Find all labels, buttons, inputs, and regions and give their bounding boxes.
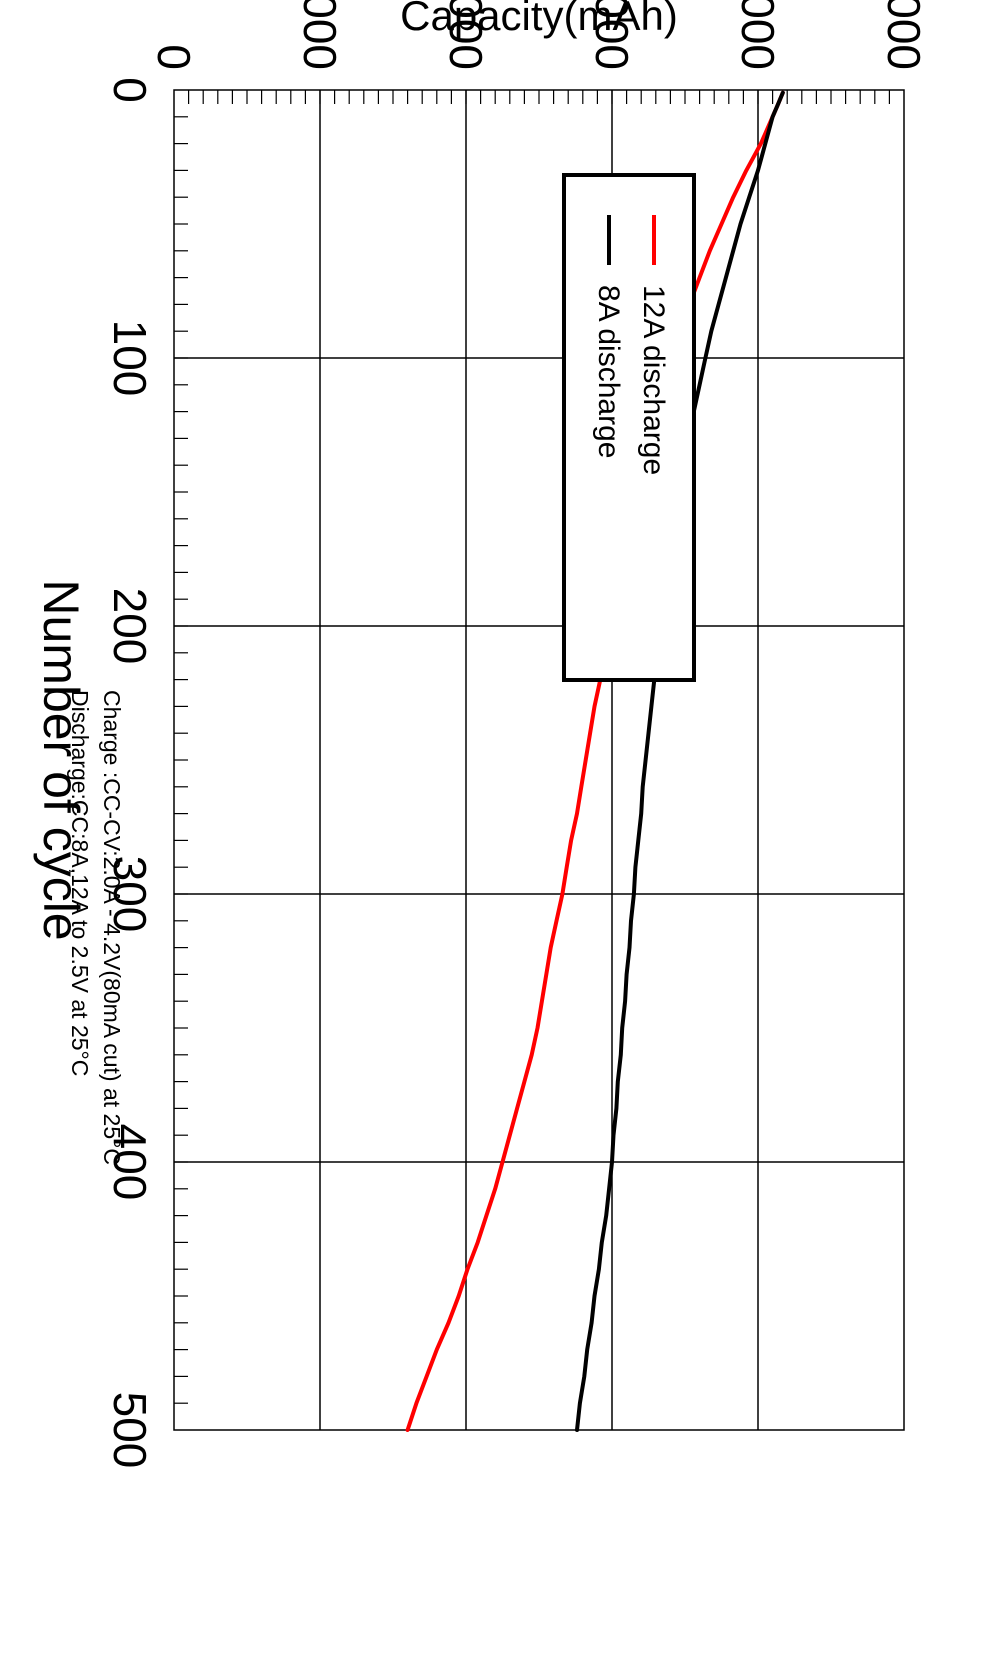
minor-ticks	[174, 90, 891, 1404]
y-tick-label: 5000	[878, 0, 930, 70]
y-tick-label: 2000	[440, 0, 492, 70]
x-tick-label: 300	[104, 856, 156, 933]
charge-condition-note: Charge :CC-CV:2.0A - 4.2V(80mA cut) at 2…	[99, 690, 125, 1165]
y-tick-label: 0	[148, 44, 200, 70]
y-axis-label: Capacity(mAh)	[400, 0, 678, 39]
x-axis-label: Number of cycle	[33, 579, 89, 940]
legend: 12A discharge 8A discharge	[562, 173, 696, 682]
x-tick-label: 200	[104, 588, 156, 665]
legend-box	[562, 173, 696, 682]
x-tick-label: 400	[104, 1124, 156, 1201]
legend-label-12a: 12A discharge	[637, 285, 670, 475]
x-tick-label: 0	[104, 77, 156, 103]
discharge-condition-note: Discharge:CC:8A,12A to 2.5V at 25°C	[67, 690, 93, 1076]
x-tick-label: 100	[104, 320, 156, 397]
y-tick-label: 4000	[732, 0, 784, 70]
series-line-8a	[575, 90, 785, 1432]
legend-label-8a: 8A discharge	[592, 285, 625, 458]
grid-lines	[174, 90, 904, 1430]
y-tick-label: 1000	[294, 0, 346, 70]
plot-frame	[173, 89, 905, 1431]
x-tick-label: 500	[104, 1392, 156, 1469]
y-tick-label: 3000	[586, 0, 638, 70]
